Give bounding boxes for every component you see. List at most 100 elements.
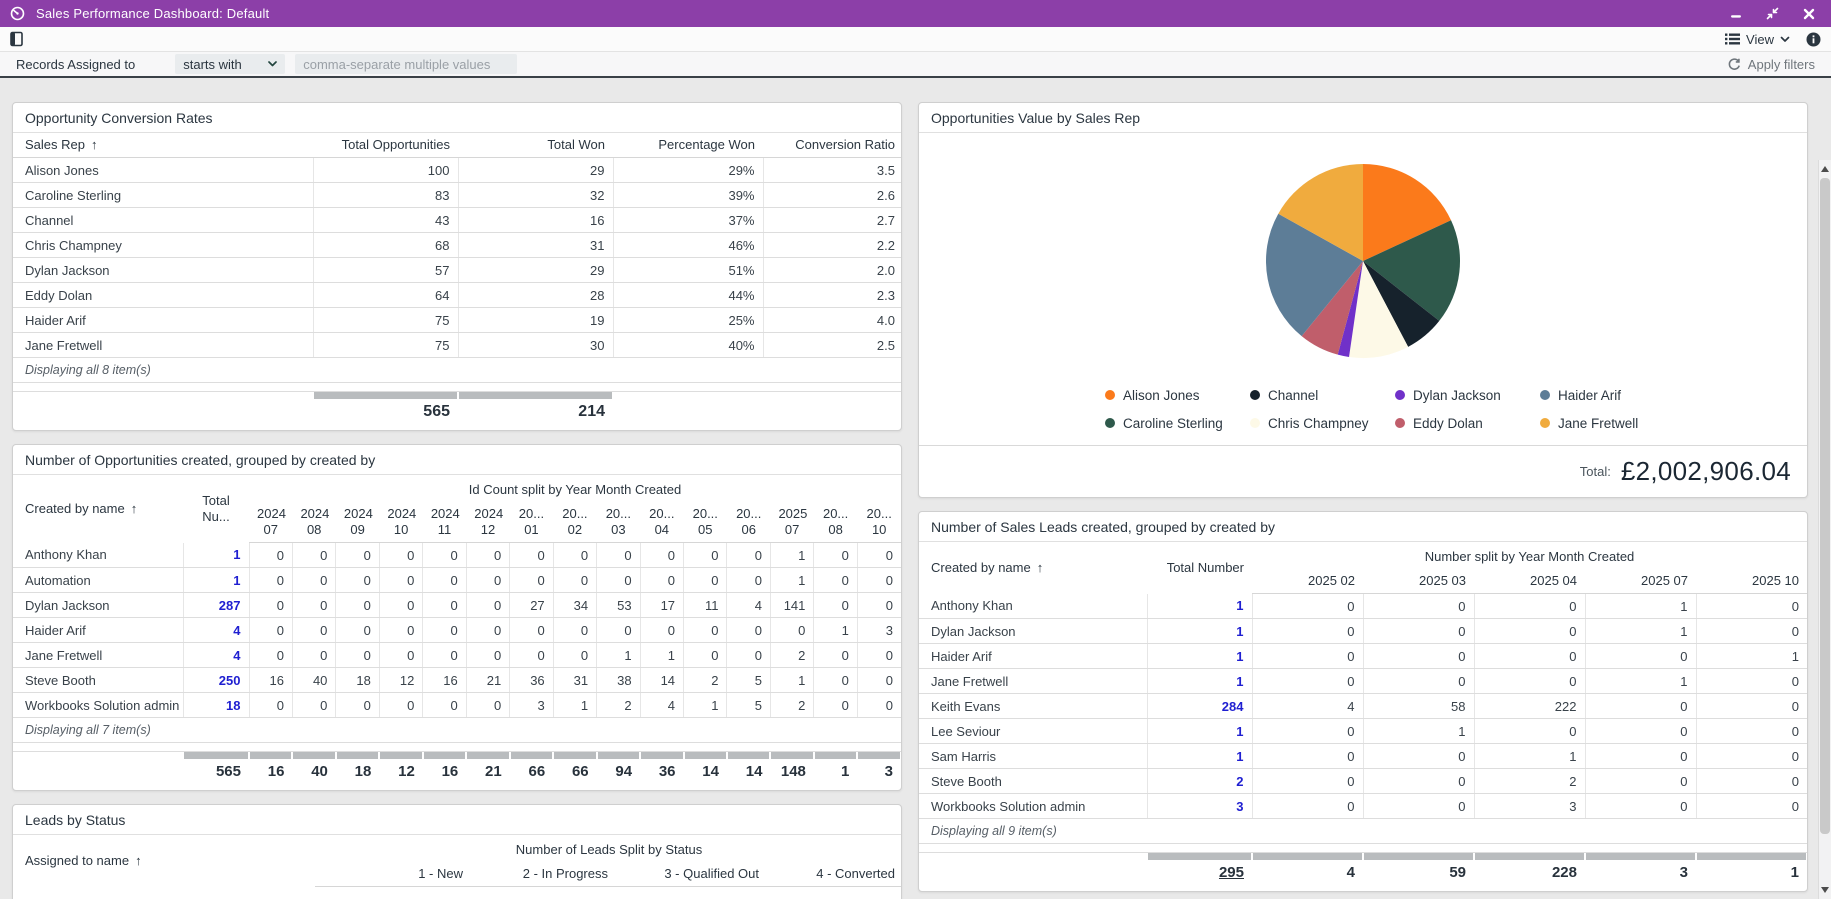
- minimize-button[interactable]: [1730, 8, 1742, 20]
- column-header-month[interactable]: 2025 10: [1696, 569, 1807, 594]
- scrollbar-thumb[interactable]: [1820, 178, 1830, 834]
- column-header-month[interactable]: 2025 02: [1252, 569, 1363, 594]
- table-row[interactable]: Sam Harris 1 0 0 1 0 0: [919, 743, 1807, 769]
- legend-item-jane-fretwell[interactable]: Jane Fretwell: [1540, 416, 1685, 431]
- pie-slice-chris-champney[interactable]: [1349, 261, 1409, 359]
- column-header-month[interactable]: 2024 12: [466, 502, 510, 543]
- scroll-up-arrow[interactable]: [1819, 162, 1831, 176]
- legend-item-caroline-sterling[interactable]: Caroline Sterling: [1105, 416, 1250, 431]
- record-count-link[interactable]: 1: [1147, 718, 1253, 744]
- record-count-link[interactable]: 1: [1147, 593, 1253, 619]
- column-header-status[interactable]: 4 - Converted: [767, 862, 901, 887]
- record-count-link[interactable]: 1: [1147, 618, 1253, 644]
- column-header-month[interactable]: 20... 01: [509, 502, 554, 543]
- column-header[interactable]: Total Opportunities: [313, 133, 458, 158]
- grand-total-link[interactable]: 565: [215, 763, 241, 780]
- column-header-sorted[interactable]: Sales Rep ↑: [13, 133, 313, 158]
- record-count-link[interactable]: 1: [1147, 743, 1253, 769]
- column-header-month[interactable]: 2025 07: [770, 502, 814, 543]
- view-button[interactable]: View: [1725, 32, 1790, 47]
- column-header[interactable]: Conversion Ratio: [763, 133, 901, 158]
- sidebar-toggle-button[interactable]: [10, 31, 23, 47]
- legend-item-dylan-jackson[interactable]: Dylan Jackson: [1395, 388, 1540, 403]
- record-count-link[interactable]: 1: [183, 567, 250, 593]
- pie-slice-channel[interactable]: [1363, 261, 1440, 347]
- pie-slice-jane-fretwell[interactable]: [1278, 164, 1363, 261]
- table-row[interactable]: Alison Jones 100 29 29% 3.5: [13, 157, 901, 183]
- restore-button[interactable]: [1766, 7, 1779, 20]
- record-count-link[interactable]: 250: [183, 667, 250, 693]
- table-row[interactable]: Workbooks Solution admin 18 0 0 0 0 0 0 3 1 2 4 1 5 2 0…: [13, 692, 901, 718]
- record-count-link[interactable]: 3: [1147, 793, 1253, 819]
- table-row[interactable]: Channel 43 16 37% 2.7: [13, 207, 901, 233]
- column-header-month[interactable]: 20... 03: [596, 502, 641, 543]
- table-row[interactable]: Dylan Jackson 57 29 51% 2.0: [13, 257, 901, 283]
- column-header-total-number[interactable]: Total Nu...: [202, 492, 230, 524]
- record-count-link[interactable]: 2: [1147, 768, 1253, 794]
- info-icon[interactable]: [1806, 32, 1821, 47]
- column-header-month[interactable]: 2025 03: [1363, 569, 1474, 594]
- table-row[interactable]: Jane Fretwell 75 30 40% 2.5: [13, 332, 901, 358]
- table-row[interactable]: Jane Fretwell 4 0 0 0 0 0 0 0 0 1 1 0 0 2 0 0: [13, 642, 901, 668]
- table-row[interactable]: Steve Booth 250 16 40 18 12 16 21 36 31 38 14 2 5 1 0 0: [13, 667, 901, 693]
- column-header-month[interactable]: 20... 05: [683, 502, 727, 543]
- column-header-month[interactable]: 20... 02: [553, 502, 597, 543]
- column-header-month[interactable]: 2024 11: [422, 502, 467, 543]
- column-header-month[interactable]: 20... 08: [813, 502, 858, 543]
- table-row[interactable]: Haider Arif 4 0 0 0 0 0 0 0 0 0 0 0 0 0 1 3: [13, 617, 901, 643]
- column-header-sorted[interactable]: Assigned to name ↑: [13, 835, 315, 887]
- record-count-link[interactable]: 1: [1147, 643, 1253, 669]
- column-header-sorted[interactable]: Created by name ↑: [919, 542, 1147, 594]
- pie-slice-caroline-sterling[interactable]: [1363, 220, 1461, 321]
- scroll-down-arrow[interactable]: [1819, 883, 1831, 897]
- pie-slice-haider-arif[interactable]: [1265, 213, 1363, 337]
- record-count-link[interactable]: 4: [183, 617, 250, 643]
- record-count-link[interactable]: 287: [183, 592, 250, 618]
- column-header-month[interactable]: 2024 10: [379, 502, 423, 543]
- column-header-status[interactable]: 2 - In Progress: [471, 862, 616, 887]
- filter-value-input[interactable]: [295, 54, 518, 74]
- record-count-link[interactable]: 4: [183, 642, 250, 668]
- record-count-link[interactable]: 18: [183, 692, 250, 718]
- column-header-month[interactable]: 2024 08: [292, 502, 336, 543]
- legend-item-channel[interactable]: Channel: [1250, 388, 1395, 403]
- column-header-total-number[interactable]: Total Number: [1166, 559, 1244, 575]
- legend-item-chris-champney[interactable]: Chris Champney: [1250, 416, 1395, 431]
- table-row[interactable]: Dylan Jackson 1 0 0 0 1 0: [919, 618, 1807, 644]
- column-header-month[interactable]: 2025 07: [1585, 569, 1696, 594]
- table-row[interactable]: Caroline Sterling 83 32 39% 2.6: [13, 182, 901, 208]
- table-row[interactable]: Steve Booth 2 0 0 2 0 0: [919, 768, 1807, 794]
- grand-total-link[interactable]: 295: [1218, 864, 1244, 881]
- table-row[interactable]: Dylan Jackson 287 0 0 0 0 0 0 27 34 53 17 11 4 141 0 0: [13, 592, 901, 618]
- pie-slice-alison-jones[interactable]: [1363, 164, 1452, 261]
- legend-item-haider-arif[interactable]: Haider Arif: [1540, 388, 1685, 403]
- pie-slice-dylan-jackson[interactable]: [1337, 261, 1363, 357]
- table-row[interactable]: Keith Evans 284 4 58 222 0 0: [919, 693, 1807, 719]
- table-row[interactable]: Haider Arif 75 19 25% 4.0: [13, 307, 901, 333]
- apply-filters-button[interactable]: Apply filters: [1728, 57, 1815, 72]
- column-header-month[interactable]: 20... 04: [640, 502, 684, 543]
- table-row[interactable]: Anthony Khan 1 0 0 0 0 0 0 0 0 0 0 0 0 1 0 0: [13, 542, 901, 568]
- table-row[interactable]: Automation 1 0 0 0 0 0 0 0 0 0 0 0 0 1 0 0: [13, 567, 901, 593]
- table-row[interactable]: Anthony Khan 1 0 0 0 1 0: [919, 593, 1807, 619]
- legend-item-alison-jones[interactable]: Alison Jones: [1105, 388, 1250, 403]
- column-header[interactable]: Total Won: [458, 133, 613, 158]
- column-header-month[interactable]: 20... 06: [726, 502, 771, 543]
- pie-slice-eddy-dolan[interactable]: [1301, 261, 1363, 355]
- column-header-month[interactable]: 2024 07: [249, 502, 293, 543]
- table-row[interactable]: Haider Arif 1 0 0 0 0 1: [919, 643, 1807, 669]
- column-header[interactable]: Percentage Won: [613, 133, 763, 158]
- legend-item-eddy-dolan[interactable]: Eddy Dolan: [1395, 416, 1540, 431]
- column-header-month[interactable]: 20... 10: [857, 502, 901, 543]
- column-header-month[interactable]: 2025 04: [1474, 569, 1585, 594]
- table-row[interactable]: Eddy Dolan 64 28 44% 2.3: [13, 282, 901, 308]
- filter-operator-select[interactable]: starts with: [175, 54, 286, 74]
- column-header-sorted[interactable]: Created by name ↑: [13, 475, 183, 543]
- close-button[interactable]: [1803, 8, 1815, 20]
- column-header-status[interactable]: 3 - Qualified Out: [616, 862, 767, 887]
- table-row[interactable]: Jane Fretwell 1 0 0 0 1 0: [919, 668, 1807, 694]
- table-row[interactable]: Chris Champney 68 31 46% 2.2: [13, 232, 901, 258]
- record-count-link[interactable]: 1: [1147, 668, 1253, 694]
- table-row[interactable]: Lee Seviour 1 0 1 0 0 0: [919, 718, 1807, 744]
- record-count-link[interactable]: 1: [183, 542, 250, 568]
